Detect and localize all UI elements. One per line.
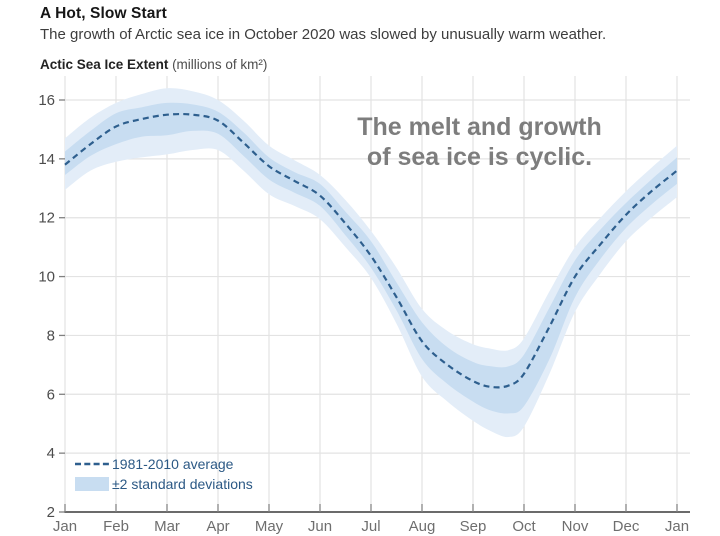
x-tick-label: Oct [512,518,536,535]
x-tick-label: Feb [103,518,129,535]
y-tick-label: 4 [47,445,55,462]
x-tick-label: Jan [53,518,77,535]
x-tick-label: Aug [409,518,436,535]
y-tick-label: 6 [47,386,55,403]
y-tick-label: 12 [38,210,55,227]
y-tick-label: 14 [38,151,55,168]
legend-average-line: 1981-2010 average [75,455,253,472]
x-tick-label: Jul [361,518,380,535]
legend-average-label: 1981-2010 average [112,455,234,472]
x-tick-label: Nov [562,518,589,535]
y-tick-label: 10 [38,269,55,286]
y-axis-caption-bold: Actic Sea Ice Extent [40,57,169,72]
one-sigma-band [65,102,677,414]
x-tick-label: Apr [206,518,229,535]
x-tick-label: Dec [613,518,640,535]
x-tick-label: Jan [665,518,689,535]
legend-band: ±2 standard deviations [75,475,253,492]
page-subtitle: The growth of Arctic sea ice in October … [40,26,607,43]
band-swatch-icon [75,476,109,491]
x-tick-label: Jun [308,518,332,535]
y-tick-label: 16 [38,92,55,109]
average-line [64,112,678,389]
dashed-line-icon [75,462,109,465]
x-tick-label: May [255,518,284,535]
y-tick-label: 2 [47,504,55,521]
chart-legend: 1981-2010 average ±2 standard deviations [75,455,253,492]
page-title: A Hot, Slow Start [40,5,167,22]
legend-band-label: ±2 standard deviations [112,475,253,492]
x-tick-label: Mar [154,518,180,535]
y-axis-caption-units: (millions of km²) [168,57,268,72]
chart-annotation: The melt and growth of sea ice is cyclic… [307,112,652,172]
y-tick-label: 8 [47,327,55,344]
chart-annotation-line1: The melt and growth [357,113,602,141]
y-axis-caption: Actic Sea Ice Extent (millions of km²) [40,57,267,72]
x-tick-label: Sep [460,518,487,535]
chart-annotation-line2: of sea ice is cyclic. [366,143,593,171]
